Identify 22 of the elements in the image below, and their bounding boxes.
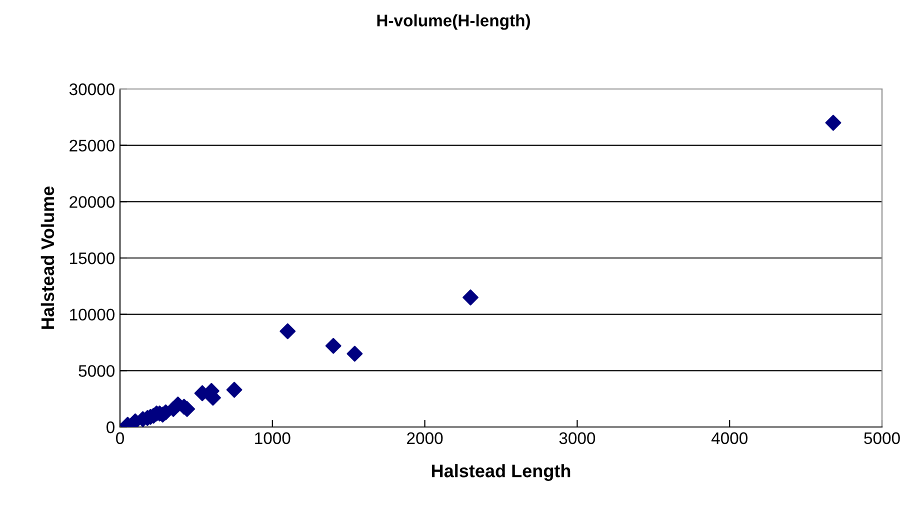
y-tick-label: 5000 bbox=[78, 365, 114, 377]
y-tick-label: 15000 bbox=[70, 252, 114, 264]
y-tick-label: 10000 bbox=[70, 308, 114, 321]
point bbox=[280, 323, 296, 340]
point bbox=[462, 289, 478, 306]
x-tick-label: 3000 bbox=[559, 432, 596, 444]
point bbox=[226, 382, 242, 398]
x-axis-title: Halstead Length bbox=[432, 464, 570, 481]
y-tick-label: 25000 bbox=[70, 140, 114, 152]
y-tick-label: 20000 bbox=[70, 196, 114, 208]
y-axis-title: Halstead Volume bbox=[40, 186, 54, 329]
x-tick-label: 4000 bbox=[711, 432, 748, 444]
point bbox=[325, 338, 342, 354]
x-tick-label: 1000 bbox=[255, 432, 290, 444]
x-tick-label: 2000 bbox=[407, 432, 443, 444]
point bbox=[825, 114, 842, 131]
point bbox=[346, 346, 363, 362]
y-tick-label: 30000 bbox=[69, 83, 114, 96]
y-tick-label: 0 bbox=[106, 421, 114, 434]
x-tick-label: 5000 bbox=[864, 432, 900, 444]
chart-title: H-volume(H-length) bbox=[377, 14, 530, 30]
x-tick-label: 0 bbox=[116, 432, 124, 444]
